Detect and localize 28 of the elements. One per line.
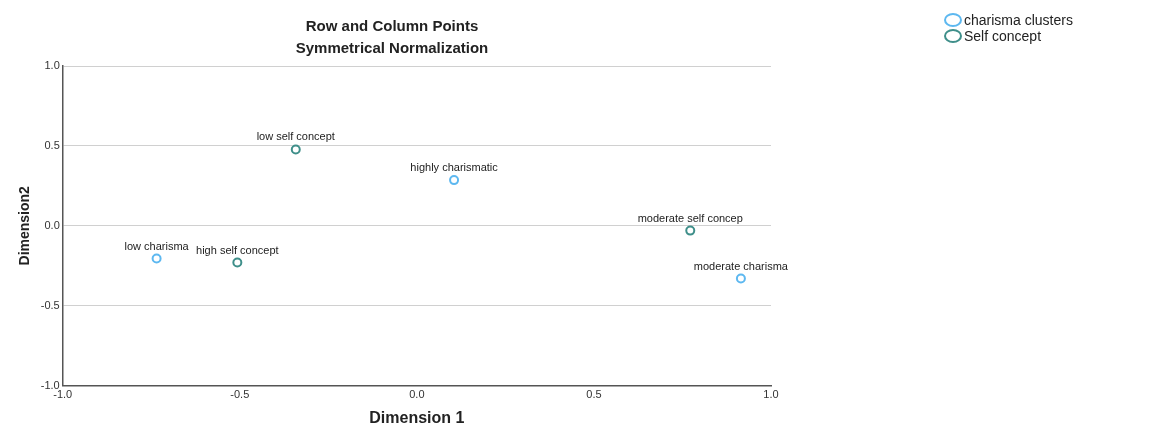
chart-subtitle: Symmetrical Normalization: [295, 39, 489, 57]
point: [151, 253, 162, 264]
y-tick-label: -1.0: [40, 378, 60, 391]
annotation: moderate charisma: [693, 259, 789, 272]
chart-title: Row and Column Points: [305, 17, 479, 35]
y-tick-label: 1.0: [44, 59, 60, 72]
point: [449, 175, 460, 186]
annotation: low charisma: [124, 239, 190, 252]
x-tick-label: 0.0: [409, 388, 425, 401]
y-tick-label: 0.0: [44, 218, 60, 231]
point: [735, 273, 746, 284]
y-tick-label: 0.5: [44, 138, 60, 151]
legend-label: Self concept: [964, 27, 1042, 44]
y-axis-title: Dimension2: [16, 185, 33, 266]
x-tick-label: 0.5: [586, 388, 602, 401]
annotation: moderate self concep: [637, 211, 743, 224]
annotation: highly charismatic: [410, 161, 499, 174]
annotation: low self concept: [256, 130, 335, 143]
x-tick-label: 1.0: [763, 388, 779, 401]
x-tick-label: -1.0: [53, 388, 73, 401]
point: [685, 225, 696, 236]
legend-label: charisma clusters: [964, 11, 1073, 28]
point: [290, 144, 301, 155]
y-tick-label: -0.5: [40, 298, 60, 311]
annotation: high self concept: [196, 243, 279, 256]
x-axis-title: Dimension 1: [369, 408, 465, 426]
point: [232, 257, 243, 268]
x-tick-label: -0.5: [230, 388, 250, 401]
